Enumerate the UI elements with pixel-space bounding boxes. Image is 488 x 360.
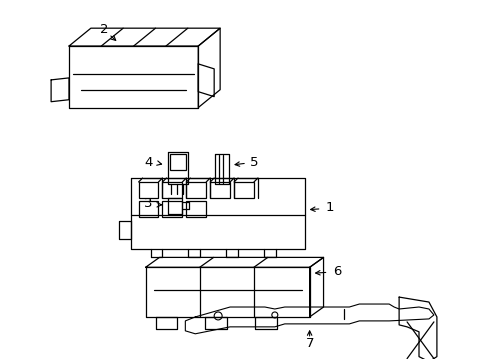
- Bar: [186, 182, 206, 198]
- Bar: [210, 182, 230, 198]
- Bar: [170, 154, 186, 170]
- Text: 5: 5: [249, 156, 258, 168]
- Text: 6: 6: [333, 265, 341, 278]
- Bar: [234, 182, 253, 198]
- Text: 7: 7: [305, 337, 313, 350]
- Text: 4: 4: [144, 156, 152, 168]
- Text: 2: 2: [100, 23, 108, 36]
- Bar: [162, 182, 182, 198]
- Bar: [138, 201, 158, 217]
- Bar: [186, 201, 206, 217]
- Bar: [138, 182, 158, 198]
- Bar: [162, 201, 182, 217]
- Text: 3: 3: [144, 197, 152, 210]
- Text: 1: 1: [325, 201, 333, 214]
